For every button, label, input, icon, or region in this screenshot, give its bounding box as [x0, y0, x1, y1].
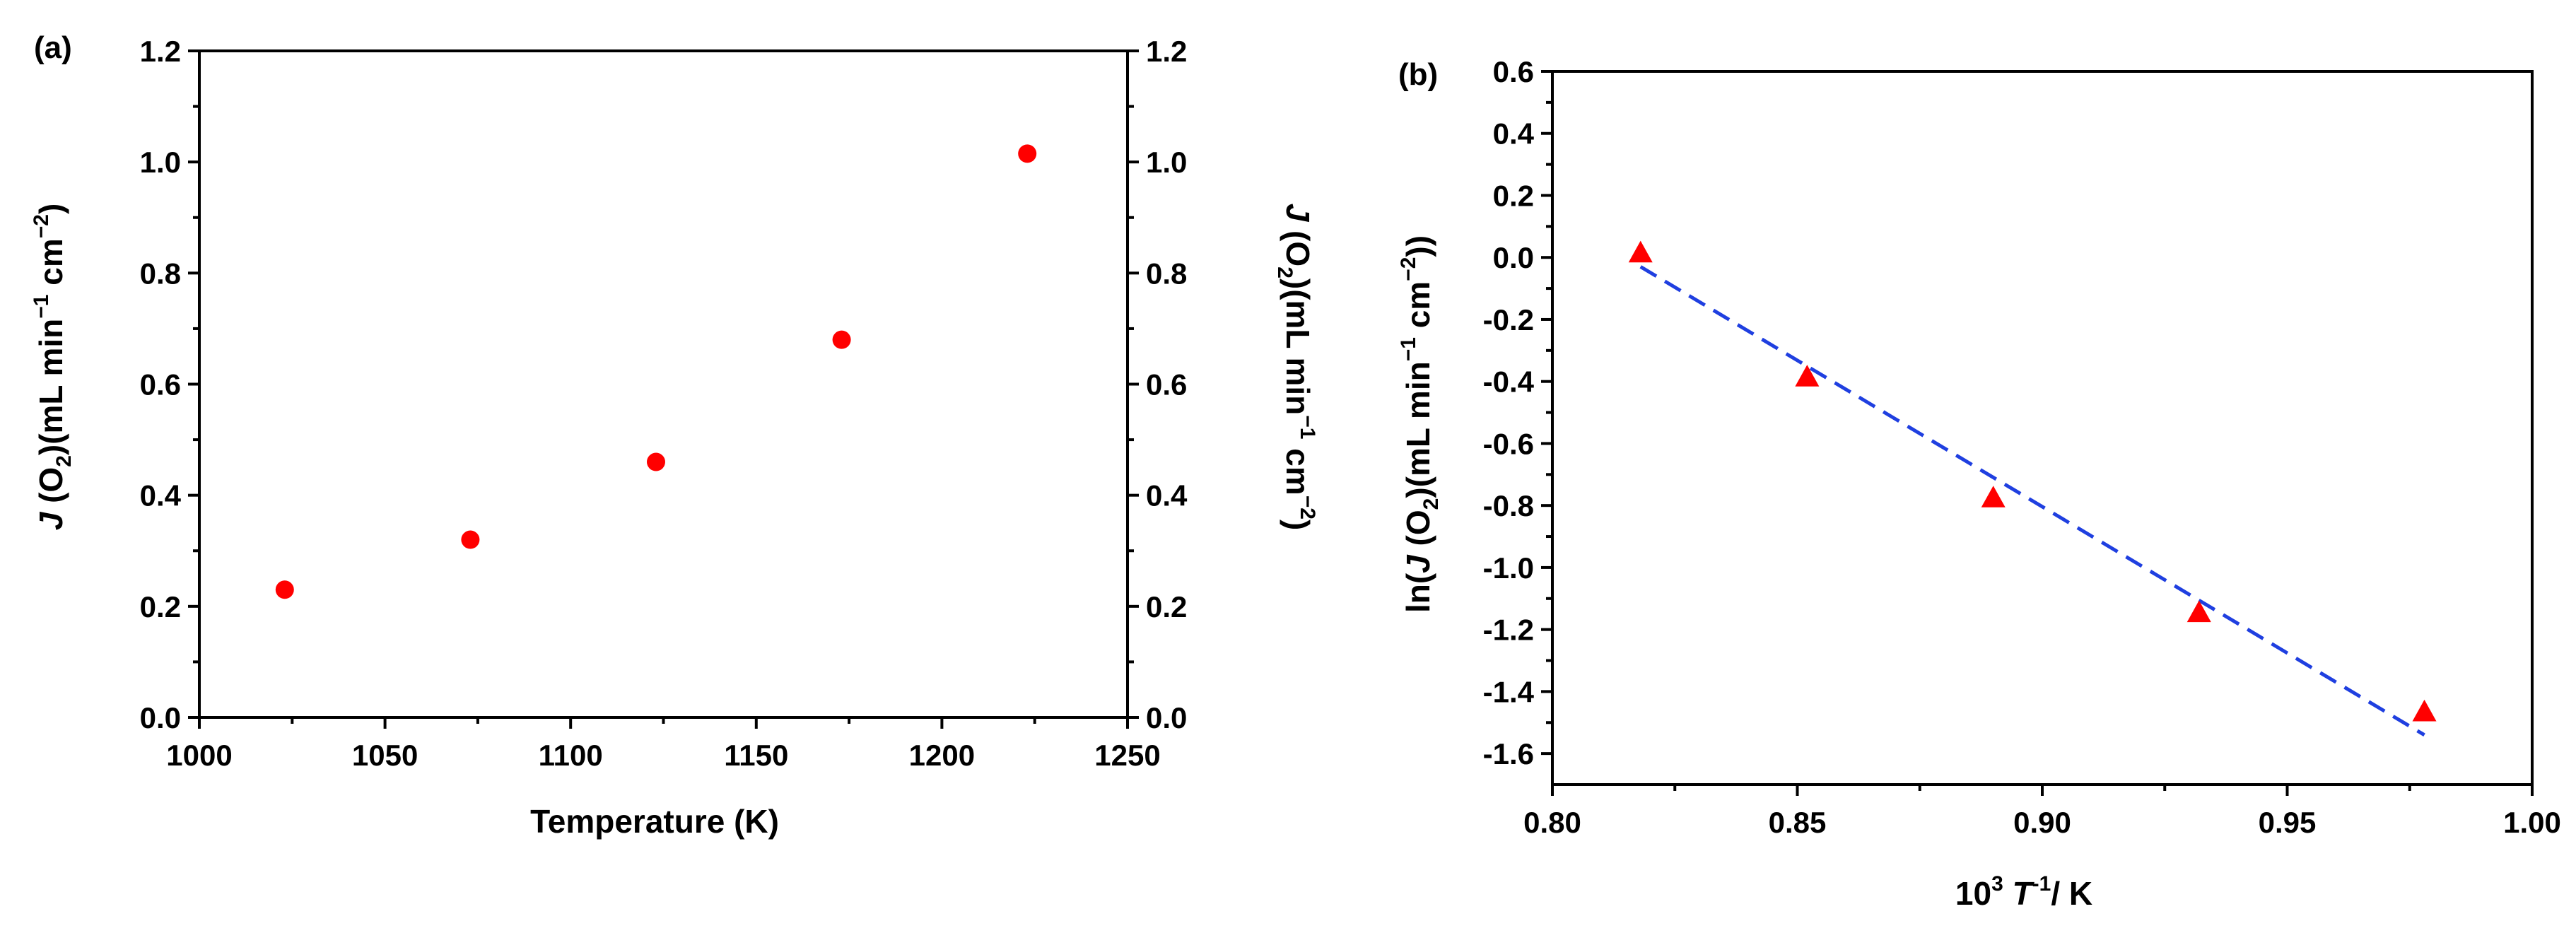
a-yr-mid2: cm	[1280, 439, 1316, 495]
y-tick-label: 0.2	[140, 590, 181, 623]
panel-a-data-points	[275, 144, 1037, 599]
x-tick-label: 0.80	[1523, 806, 1581, 839]
y-tick-label: -0.6	[1483, 427, 1534, 460]
b-xl-pre: 10	[1955, 875, 1991, 912]
y-tick-label: 0.0	[1493, 241, 1534, 274]
y-tick-label: 0.2	[1493, 179, 1534, 212]
y-tick-label: -1.0	[1483, 551, 1534, 585]
panel-a-y-axis-label-right: J (O2)(mL min−1 cm−2)	[1273, 204, 1319, 531]
y-tick-label: 0.8	[1146, 257, 1187, 290]
panel-b-data-points	[1628, 240, 2437, 722]
b-yl-post: ))	[1400, 235, 1436, 257]
panel-b-x-axis-label: 103 T-1/ K	[1955, 872, 2092, 912]
data-point	[1795, 365, 1820, 387]
x-tick-label: 1000	[166, 739, 232, 772]
a-yl-pre: (O	[33, 467, 69, 512]
b-yl-sup2: −2	[1397, 257, 1420, 281]
y-tick-label: 1.0	[140, 146, 181, 179]
a-yl-sup2: −2	[30, 214, 53, 238]
a-yl-italic: J	[33, 511, 69, 530]
x-tick-label: 0.95	[2259, 806, 2317, 839]
x-tick-label: 0.85	[1769, 806, 1827, 839]
b-xl-sup: 3	[1991, 872, 2003, 896]
a-yr-sup2: −2	[1296, 495, 1319, 520]
x-tick-label: 1200	[909, 739, 975, 772]
y-tick-label: 0.8	[140, 257, 181, 290]
panel-a-y-axis-label-left: J (O2)(mL min−1 cm−2)	[30, 204, 76, 531]
b-yl-mid: (O	[1400, 510, 1436, 555]
data-point	[832, 330, 851, 349]
b-xl-post: / K	[2051, 875, 2092, 912]
panel-a-x-tick-labels: 1000 1050 1100 1150 1200 1250	[166, 739, 1160, 772]
y-tick-label: 1.2	[1146, 35, 1187, 68]
y-tick-label: 0.4	[1493, 117, 1535, 151]
panel-a-ticks	[188, 49, 1139, 729]
panel-b-fit-line	[1639, 265, 2425, 737]
x-tick-label: 1050	[352, 739, 418, 772]
panel-b-x-tick-labels: 0.80 0.85 0.90 0.95 1.00	[1523, 806, 2561, 839]
a-yl-mid: )(mL min	[33, 319, 69, 455]
x-tick-label: 1250	[1094, 739, 1160, 772]
y-tick-label: 0.0	[1146, 701, 1187, 734]
y-tick-label: 0.6	[1146, 368, 1187, 401]
a-yr-italic: J	[1280, 204, 1316, 223]
panel-b-ticks	[1541, 70, 2534, 796]
panel-b-label: (b)	[1398, 57, 1438, 92]
panel-b: (b) 0.80 0.85 0.90 0.95 1.00 -1.6-1.4-1.2-1.…	[1397, 55, 2561, 912]
b-xl-italic: T	[2003, 875, 2035, 912]
y-tick-label: -1.4	[1483, 675, 1535, 708]
x-tick-label: 1100	[539, 739, 603, 772]
data-point	[1628, 240, 1653, 263]
data-point	[1018, 144, 1037, 163]
y-tick-label: 0.6	[140, 368, 181, 401]
a-yl-post: )	[33, 204, 69, 214]
x-tick-label: 1150	[724, 739, 788, 772]
y-tick-label: 0.0	[140, 701, 181, 734]
b-yl-mid2: )(mL min	[1400, 361, 1436, 498]
y-tick-label: -0.8	[1483, 489, 1534, 522]
data-point	[461, 530, 480, 549]
panel-a-y-tick-labels-left: 0.0 0.2 0.4 0.6 0.8 1.0 1.2	[140, 35, 182, 734]
x-tick-label: 1.00	[2503, 806, 2561, 839]
a-yr-post: )	[1280, 520, 1316, 530]
y-tick-label: 1.0	[1146, 146, 1187, 179]
b-yl-sup1: −1	[1397, 337, 1420, 361]
data-point	[2412, 699, 2437, 722]
panel-a-y-tick-labels-right: 0.0 0.2 0.4 0.6 0.8 1.0 1.2	[1146, 35, 1188, 734]
data-point	[646, 452, 665, 471]
a-yl-sup1: −1	[30, 295, 53, 319]
a-yr-pre: (O	[1280, 221, 1316, 266]
y-tick-label: -0.2	[1483, 303, 1534, 336]
panel-b-plot-frame	[1551, 70, 2534, 786]
y-tick-label: -1.6	[1483, 737, 1534, 770]
a-yl-sub: 2	[52, 455, 76, 467]
b-yl-italic: J	[1400, 554, 1436, 573]
data-point	[1981, 486, 2006, 507]
a-yr-sub: 2	[1273, 266, 1296, 278]
panel-b-y-tick-labels: -1.6 -1.4 -1.2 -1.0 -0.8 -0.6 -0.4 -0.2 0.0 0.2 0.…	[1483, 55, 1535, 770]
panel-a-label: (a)	[34, 30, 72, 65]
a-yr-mid: )(mL min	[1280, 278, 1316, 415]
y-tick-label: 0.4	[140, 479, 182, 512]
panel-b-y-axis-label: ln(J (O2)(mL min−1 cm−2))	[1397, 235, 1443, 613]
b-yl-sub: 2	[1419, 498, 1443, 510]
y-tick-label: 0.2	[1146, 590, 1187, 623]
y-tick-label: -1.2	[1483, 614, 1534, 647]
panel-a-plot-frame	[198, 49, 1129, 719]
y-tick-label: 0.6	[1493, 55, 1534, 88]
b-yl-mid3: cm	[1400, 281, 1436, 337]
y-tick-label: 1.2	[140, 35, 181, 68]
a-yr-sup1: −1	[1296, 415, 1319, 439]
a-yl-mid2: cm	[33, 238, 69, 294]
b-xl-sup2: -1	[2032, 872, 2051, 896]
data-point	[2186, 600, 2211, 623]
panel-a-x-axis-label: Temperature (K)	[530, 803, 779, 840]
b-yl-pre: ln(	[1400, 573, 1436, 613]
panel-a: (a) 1000 1050 1100 1150 1200 1250 0.00.20.40.…	[30, 30, 1319, 840]
data-point	[275, 580, 294, 599]
y-tick-label: 0.4	[1146, 479, 1188, 512]
x-tick-label: 0.90	[2013, 806, 2071, 839]
y-tick-label: -0.4	[1483, 365, 1535, 399]
